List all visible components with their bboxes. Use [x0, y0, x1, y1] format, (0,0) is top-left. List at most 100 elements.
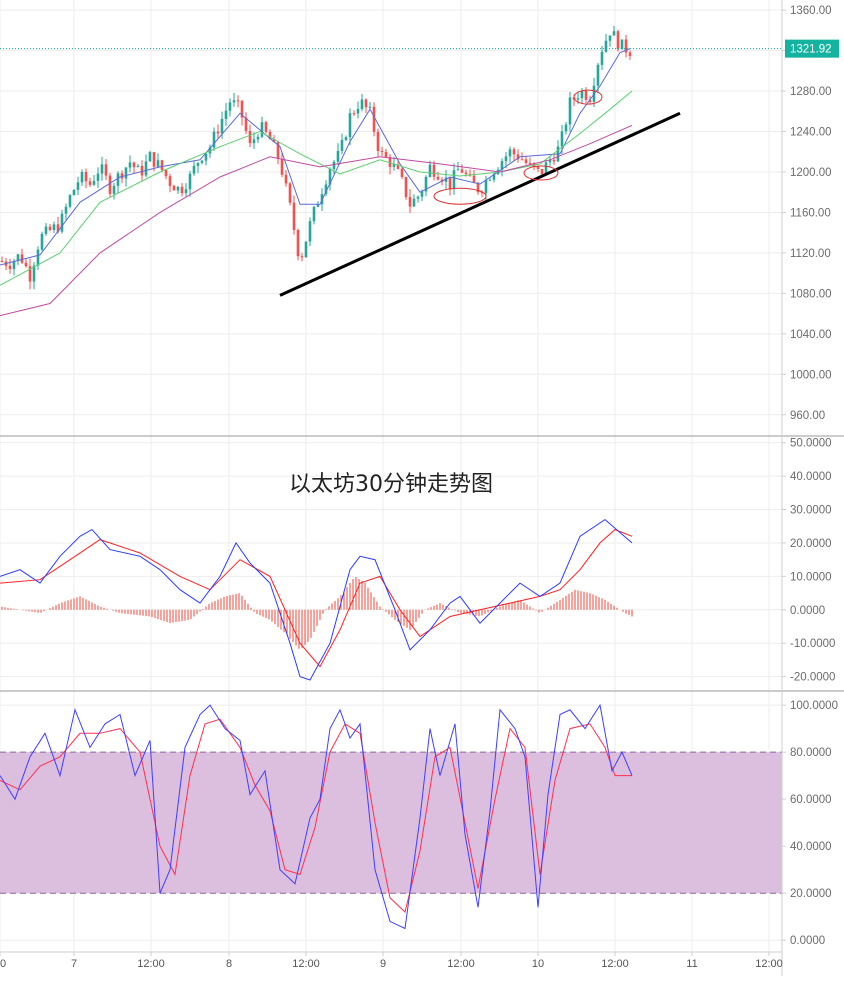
candle-body	[200, 160, 204, 163]
candle-body	[212, 131, 216, 148]
candle-body	[424, 176, 428, 192]
candle-body	[248, 130, 252, 144]
candle-body	[176, 186, 180, 191]
candle-body	[500, 161, 504, 170]
candle-body	[492, 174, 496, 180]
candle-body	[588, 99, 592, 102]
candle-body	[600, 51, 604, 65]
candle-body	[244, 117, 248, 131]
candle-body	[296, 230, 300, 257]
x-tick-label: 12:00	[292, 958, 320, 970]
y-tick-label: 1200.00	[790, 167, 832, 179]
y-tick-label: 1160.00	[790, 207, 831, 219]
y-tick-label: -10.0000	[790, 638, 835, 650]
x-tick-label: 12:00	[137, 958, 165, 970]
y-tick-label: -20.0000	[790, 672, 835, 684]
candle-body	[540, 168, 544, 175]
candle-body	[232, 100, 236, 103]
candle-body	[624, 39, 628, 53]
y-tick-label: 1240.00	[790, 127, 832, 139]
candle-body	[360, 99, 364, 110]
candle-body	[376, 131, 380, 152]
candle-body	[508, 149, 512, 157]
candle-body	[480, 192, 484, 194]
candle-body	[460, 169, 464, 173]
candle-body	[272, 139, 276, 142]
candle-body	[136, 165, 140, 168]
candle-body	[452, 170, 456, 189]
candle-body	[28, 266, 32, 282]
candle-body	[20, 254, 24, 263]
candle-body	[512, 149, 516, 155]
candle-body	[524, 159, 528, 163]
candle-body	[412, 198, 416, 207]
stochastic-d-line	[0, 718, 632, 913]
macd-line	[0, 518, 633, 681]
moving-average-ma_fast	[0, 48, 631, 266]
y-tick-label: 0.0000	[790, 935, 825, 947]
candle-body	[620, 39, 624, 50]
x-tick-label: 9	[380, 958, 386, 970]
candle-body	[84, 172, 88, 182]
annotation-ellipse	[433, 187, 487, 205]
price-pane	[0, 25, 782, 317]
candle-body	[224, 110, 228, 119]
candle-body	[416, 196, 420, 199]
candle-body	[344, 137, 348, 140]
y-tick-label: 30.0000	[790, 505, 832, 517]
candle-body	[328, 169, 332, 185]
candle-body	[180, 186, 184, 194]
candle-body	[340, 139, 344, 151]
candle-body	[112, 185, 116, 194]
candle-body	[324, 184, 328, 195]
candle-body	[56, 224, 60, 232]
candle-body	[384, 151, 388, 158]
y-tick-label: 80.0000	[790, 747, 832, 759]
x-tick-label: 12:00	[755, 958, 783, 970]
candle-body	[392, 164, 396, 167]
candle-body	[284, 174, 288, 184]
stochastic-pane	[0, 703, 782, 930]
candle-body	[72, 189, 76, 196]
candle-body	[16, 254, 20, 262]
candle-body	[432, 164, 436, 177]
stochastic-k-line	[0, 703, 633, 930]
candle-body	[576, 98, 580, 100]
candle-body	[568, 97, 572, 125]
candle-body	[204, 153, 208, 161]
candle-body	[240, 100, 244, 118]
moving-average-ma_mid	[0, 90, 633, 286]
x-tick-label: 00	[0, 958, 6, 970]
candle-body	[172, 185, 176, 191]
candle-body	[604, 40, 608, 52]
candle-body	[448, 177, 452, 189]
candle-body	[64, 206, 68, 214]
candle-body	[596, 64, 600, 86]
candle-body	[504, 156, 508, 162]
candle-body	[388, 157, 392, 167]
candle-body	[612, 31, 616, 36]
y-tick-label: 40.0000	[790, 471, 832, 483]
candle-body	[36, 249, 40, 266]
moving-average-ma_slow	[0, 124, 633, 317]
candle-body	[396, 164, 400, 169]
candle-body	[164, 170, 168, 177]
candle-body	[352, 113, 356, 115]
candle-body	[132, 162, 136, 168]
candle-body	[584, 90, 588, 100]
y-tick-label: 20.0000	[790, 888, 832, 900]
last-price-label: 1321.92	[790, 44, 832, 56]
candle-body	[364, 99, 368, 108]
candle-body	[488, 179, 492, 181]
y-tick-label: 1040.00	[790, 329, 832, 341]
candle-body	[140, 165, 144, 176]
candle-body	[100, 164, 104, 174]
y-tick-label: 0.0000	[790, 605, 825, 617]
y-tick-label: 20.0000	[790, 538, 832, 550]
candle-body	[188, 173, 192, 190]
candle-body	[96, 173, 100, 181]
candle-body	[168, 176, 172, 186]
candle-body	[616, 31, 620, 50]
candle-body	[8, 265, 12, 269]
